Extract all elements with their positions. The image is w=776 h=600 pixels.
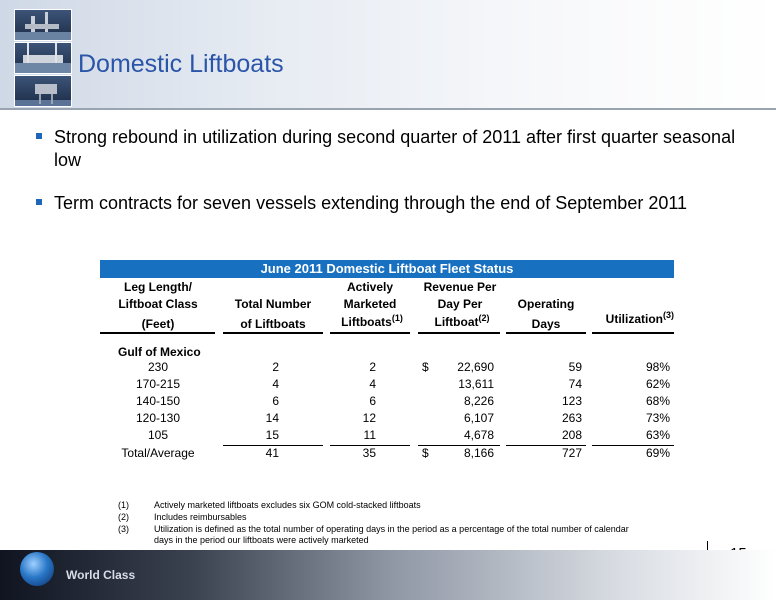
total-rule [592,445,674,446]
footnote-text: Actively marketed liftboats excludes six… [154,500,421,510]
total-rule [506,445,586,446]
row-marketed: 11 [363,428,376,442]
row-total: 6 [272,394,279,408]
row-class: 120-130 [135,411,181,425]
header-col4-text: Liftboat [434,315,479,329]
footnote-ref-3: (3) [663,310,674,320]
header-underline [418,332,500,334]
bullet-text: Strong rebound in utilization during sec… [54,127,736,170]
row-revenue: 8,226 [463,394,494,408]
footnote-ref-2: (2) [478,313,490,323]
header-col6: Utilization(3) [592,310,674,326]
header-col5-line2: Days [531,317,561,331]
row-util: 98% [645,360,670,374]
row-util: 63% [645,428,670,442]
row-util: 73% [645,411,670,425]
header-col1-line2: Liftboat Class [118,297,198,311]
total-row-label: Total/Average [121,446,195,460]
offshore-rig-photo [14,9,72,41]
row-total: 14 [265,411,279,425]
row-days: 59 [568,360,582,374]
total-row-marketed: 35 [362,446,376,460]
header-col4-line3: Liftboat(2) [415,313,509,329]
footnote-text: Utilization is defined as the total numb… [154,524,629,534]
row-util: 62% [645,377,670,391]
row-class: 105 [147,428,169,442]
header-divider [0,108,776,110]
row-days: 208 [561,428,582,442]
row-currency: $ [422,360,429,374]
row-class: 230 [147,360,169,374]
header-col1-line1: Leg Length/ [124,280,192,294]
row-total: 4 [272,377,279,391]
header-underline [592,332,674,334]
header-col2-line1: Total Number [234,297,312,311]
section-label: Gulf of Mexico [118,345,201,359]
row-total: 2 [272,360,279,374]
row-total: 15 [265,428,279,442]
row-class: 170-215 [135,377,181,391]
row-revenue: 13,611 [458,377,494,391]
total-row-currency: $ [422,446,429,460]
row-marketed: 6 [369,394,376,408]
bullet-item: Term contracts for seven vessels extendi… [36,192,766,215]
footer-banner [0,550,776,600]
liftboat-photo [14,42,72,74]
row-class: 140-150 [135,394,181,408]
row-marketed: 4 [369,377,376,391]
header-col4-line2: Day Per [437,297,483,311]
footer-slogan: World Class [66,568,136,582]
header-col1-line3: (Feet) [141,317,175,331]
total-rule [418,445,500,446]
bullet-square-icon [36,199,42,205]
header-underline [100,332,215,334]
footnote-number: (3) [118,524,129,534]
header-col3-text: Liftboats [341,315,392,329]
platform-photo [14,75,72,107]
header-col4-line1: Revenue Per [423,280,497,294]
total-rule [330,445,410,446]
bullet-text: Term contracts for seven vessels extendi… [54,193,688,213]
total-row-total: 41 [265,446,279,460]
header-photo-strip [14,9,72,107]
globe-icon [20,552,54,586]
row-revenue: 22,690 [457,360,494,374]
footnote-text-continued: days in the period our liftboats were ac… [154,535,369,545]
row-marketed: 12 [362,411,376,425]
row-days: 123 [561,394,582,408]
row-revenue: 4,678 [463,428,494,442]
total-row-revenue: 8,166 [463,446,494,460]
total-row-days: 727 [561,446,582,460]
header-col2-line2: of Liftboats [240,317,306,331]
bullet-square-icon [36,133,42,139]
page-title: Domestic Liftboats [78,50,284,78]
total-rule [223,445,323,446]
row-days: 263 [561,411,582,425]
table-title: June 2011 Domestic Liftboat Fleet Status [100,260,674,278]
row-marketed: 2 [369,360,376,374]
row-days: 74 [568,377,582,391]
total-row-util: 69% [645,446,670,460]
footnote-ref-1: (1) [391,313,403,323]
header-banner [0,0,776,108]
header-underline [223,332,323,334]
footnote-text: Includes reimbursables [154,512,247,522]
footnote-number: (1) [118,500,129,510]
header-col5-line1: Operating [517,297,575,311]
header-underline [330,332,410,334]
footnote-number: (2) [118,512,129,522]
header-underline [506,332,586,334]
row-util: 68% [645,394,670,408]
header-col3-line3: Liftboats(1) [330,313,414,329]
header-col3-line2: Marketed [343,297,397,311]
row-revenue: 6,107 [463,411,494,425]
bullet-item: Strong rebound in utilization during sec… [36,126,736,172]
header-col6-text: Utilization [605,312,663,326]
page-number-divider [707,541,708,558]
header-col3-line1: Actively [346,280,394,294]
